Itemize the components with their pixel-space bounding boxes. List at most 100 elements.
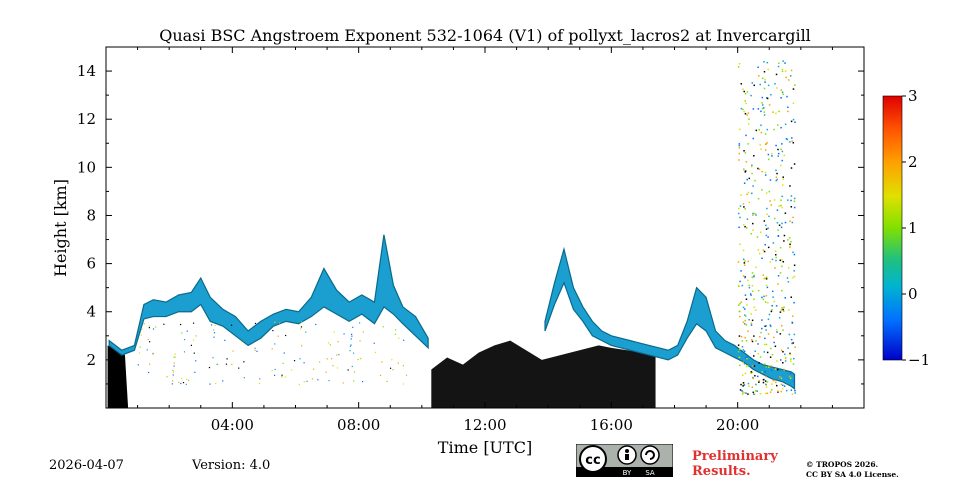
noise-point xyxy=(765,224,767,227)
noise-point xyxy=(761,104,764,106)
noise-point xyxy=(230,324,233,326)
noise-point xyxy=(761,96,764,99)
noise-point xyxy=(751,164,753,167)
noise-point xyxy=(767,236,769,238)
noise-point xyxy=(753,393,756,396)
noise-point xyxy=(192,339,195,341)
noise-point xyxy=(750,324,753,326)
noise-point xyxy=(743,90,745,93)
noise-point xyxy=(306,380,308,382)
noise-point xyxy=(741,393,744,395)
noise-point xyxy=(739,389,742,391)
noise-point xyxy=(180,382,182,385)
noise-point xyxy=(293,360,296,362)
noise-point xyxy=(762,298,765,301)
noise-point xyxy=(751,290,754,293)
noise-point xyxy=(756,375,759,378)
noise-point xyxy=(793,333,796,336)
noise-point xyxy=(772,111,774,113)
noise-point xyxy=(747,330,749,332)
noise-point xyxy=(764,301,767,303)
noise-point xyxy=(781,259,783,261)
noise-point xyxy=(757,289,760,292)
noise-point xyxy=(182,381,185,384)
noise-point xyxy=(746,178,748,181)
noise-point xyxy=(746,356,748,358)
noise-point xyxy=(737,212,740,215)
noise-point xyxy=(775,328,778,331)
noise-point xyxy=(787,110,789,113)
noise-point xyxy=(755,266,757,269)
noise-point xyxy=(763,114,766,116)
noise-point xyxy=(325,371,327,373)
y-tick-label: 2 xyxy=(86,351,96,369)
noise-point xyxy=(352,352,355,354)
x-axis-label: Time [UTC] xyxy=(438,438,532,457)
noise-point xyxy=(753,84,755,87)
noise-point xyxy=(745,324,748,326)
noise-point xyxy=(358,322,361,324)
noise-point xyxy=(757,249,760,251)
noise-point xyxy=(746,365,749,367)
noise-point xyxy=(754,390,757,392)
noise-point xyxy=(763,277,765,280)
noise-point xyxy=(331,358,333,360)
y-tick-label: 8 xyxy=(86,206,96,224)
y-tick-label: 14 xyxy=(77,62,96,80)
noise-point xyxy=(753,298,755,301)
noise-point xyxy=(353,371,356,373)
noise-point xyxy=(789,75,792,77)
colorbar xyxy=(882,95,903,361)
noise-point xyxy=(337,341,339,343)
noise-point xyxy=(780,349,783,352)
noise-point xyxy=(743,350,746,353)
noise-point xyxy=(789,220,791,222)
noise-point xyxy=(328,379,330,382)
noise-point xyxy=(744,152,747,154)
noise-point xyxy=(747,260,749,263)
noise-point xyxy=(782,176,785,178)
noise-point xyxy=(277,335,279,337)
colorbar-tick-label: 0 xyxy=(908,285,918,303)
noise-point xyxy=(777,235,780,237)
noise-point xyxy=(329,344,331,346)
noise-point xyxy=(788,237,791,239)
noise-point xyxy=(349,345,352,347)
noise-point xyxy=(762,381,765,384)
x-tick-label: 16:00 xyxy=(590,416,633,434)
noise-point xyxy=(752,137,755,140)
noise-point xyxy=(765,392,767,395)
colorbar-tick-label: 2 xyxy=(908,153,918,171)
noise-point xyxy=(258,382,260,385)
noise-point xyxy=(783,385,786,387)
noise-point xyxy=(274,321,276,323)
noise-point xyxy=(740,83,743,85)
noise-point xyxy=(759,356,762,358)
noise-point xyxy=(785,138,788,140)
noise-point xyxy=(239,333,241,335)
noise-point xyxy=(776,331,778,333)
noise-point xyxy=(772,296,774,298)
noise-point xyxy=(744,170,747,172)
noise-point xyxy=(742,321,745,324)
noise-point xyxy=(743,323,746,325)
noise-point xyxy=(786,95,788,98)
noise-point xyxy=(754,350,756,353)
y-tick-label: 4 xyxy=(86,303,96,321)
noise-point xyxy=(243,361,245,363)
noise-point xyxy=(757,66,759,69)
noise-point xyxy=(752,222,754,225)
noise-point xyxy=(254,322,257,325)
noise-point xyxy=(771,383,773,385)
noise-point xyxy=(746,91,749,93)
noise-point xyxy=(765,325,767,327)
noise-point xyxy=(174,356,176,358)
noise-point xyxy=(790,389,793,391)
noise-point xyxy=(281,374,283,376)
noise-point xyxy=(794,392,796,394)
noise-point xyxy=(750,372,752,374)
noise-point xyxy=(761,319,763,321)
noise-point xyxy=(763,295,765,298)
noise-point xyxy=(392,369,394,371)
noise-point xyxy=(760,148,762,151)
